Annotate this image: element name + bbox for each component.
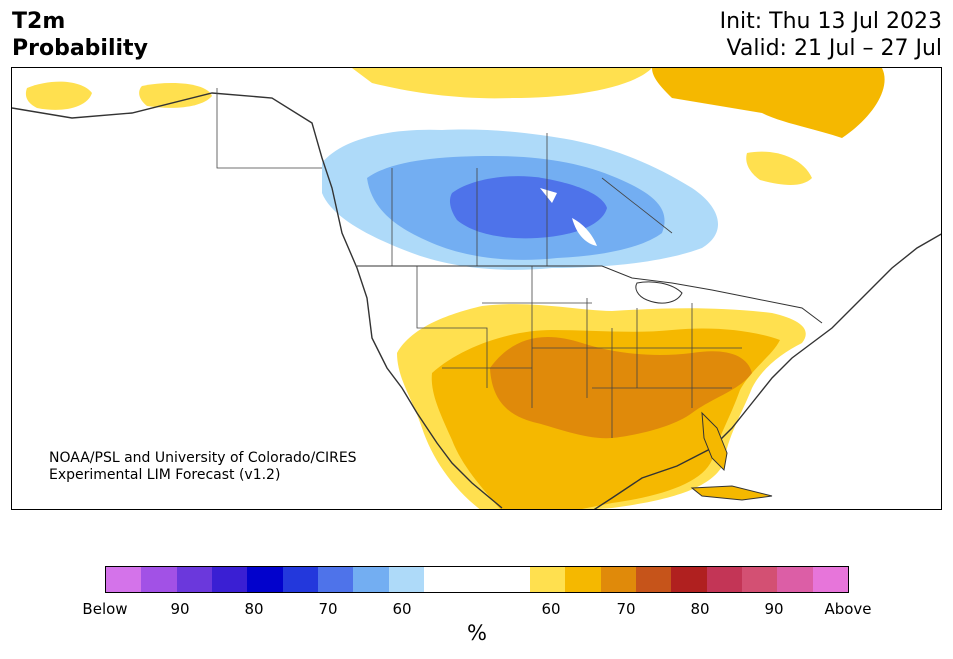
colorbar-segment (635, 567, 672, 592)
colorbar-tick-label: 70 (318, 600, 338, 618)
colorbar-segment (282, 567, 318, 592)
probability-map (11, 67, 942, 510)
colorbar-segment (176, 567, 212, 592)
state-borders (416, 266, 742, 438)
warm-region-labrador (746, 151, 812, 185)
colorbar-tick-label: 60 (392, 600, 412, 618)
colorbar-segment (247, 567, 283, 592)
forecast-dates: Init: Thu 13 Jul 2023 Valid: 21 Jul – 27… (720, 8, 942, 62)
title-line-1: T2m (12, 9, 66, 34)
colorbar-tick-label: 80 (244, 600, 264, 618)
colorbar-segment (671, 567, 707, 592)
hudson-bay-inlet (572, 218, 597, 246)
colorbar-tick-label: 90 (170, 600, 190, 618)
colorbar-unit: % (467, 621, 487, 645)
colorbar-segment (706, 567, 742, 592)
colorbar-segment (388, 567, 424, 592)
init-date: Init: Thu 13 Jul 2023 (719, 9, 942, 34)
probability-colorbar (105, 566, 849, 593)
colorbar-segment (529, 567, 566, 592)
colorbar-segment (141, 567, 177, 592)
credit-line-1: NOAA/PSL and University of Colorado/CIRE… (49, 450, 357, 466)
lake-winnipeg (540, 188, 557, 203)
valid-range: Valid: 21 Jul – 27 Jul (726, 36, 942, 61)
colorbar-segment (317, 567, 354, 592)
colorbar-segment (423, 567, 460, 592)
map-canvas (12, 68, 941, 509)
colorbar-tick-label: 90 (764, 600, 784, 618)
colorbar-segment (459, 567, 495, 592)
colorbar-segment (353, 567, 389, 592)
title-line-2: Probability (12, 36, 148, 61)
colorbar-segment (494, 567, 530, 592)
colorbar-tick-label: Above (824, 600, 872, 618)
map-credit: NOAA/PSL and University of Colorado/CIRE… (49, 450, 357, 484)
florida (701, 411, 728, 472)
credit-line-2: Experimental LIM Forecast (v1.2) (49, 467, 281, 483)
colorbar-segment (106, 567, 142, 592)
warm-region-canada-east (652, 68, 885, 138)
colorbar-segment (565, 567, 601, 592)
colorbar-tick-label: Below (82, 600, 128, 618)
great-lakes (635, 281, 683, 304)
us-canada-border (357, 265, 823, 324)
warm-region-northwest (25, 81, 93, 110)
warm-region-canada-light (352, 68, 652, 99)
map-title: T2m Probability (12, 8, 148, 62)
colorbar-tick-label: 80 (690, 600, 710, 618)
province-borders (216, 88, 673, 266)
warm-region-north (139, 83, 212, 108)
colorbar-segment (741, 567, 778, 592)
coastline (12, 92, 941, 509)
colorbar-segment (777, 567, 813, 592)
colorbar-tick-label: 60 (541, 600, 561, 618)
colorbar-segment (812, 567, 848, 592)
colorbar-tick-label: 70 (616, 600, 636, 618)
colorbar-segment (211, 567, 248, 592)
colorbar-segment (600, 567, 636, 592)
cuba (690, 485, 773, 501)
cold-region-dark (449, 176, 607, 239)
